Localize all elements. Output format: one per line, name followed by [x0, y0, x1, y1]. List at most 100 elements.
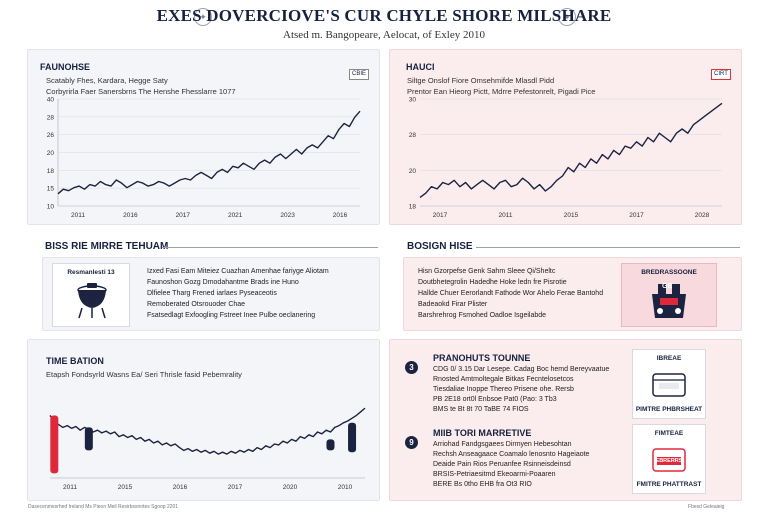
- chart-2-x-tick: 2011: [499, 212, 513, 219]
- chart-2-y-tick: 18: [409, 204, 417, 211]
- section-left-panel: Resmanlesti 13 Izxed Fasi Eam Miteiez Cu…: [42, 257, 380, 331]
- section-right-card: BREDRASSOONE GE: [621, 263, 717, 327]
- chart-1-y-tick: 10: [47, 204, 55, 211]
- chart-3-series-line: [49, 407, 366, 455]
- chart-1-y-tick: 28: [47, 114, 55, 121]
- box-icon: [652, 373, 686, 397]
- chart-panel-1: FAUNOHSE CBIE Scatably Fhes, Kardara, He…: [27, 49, 380, 225]
- list-item: Remoberated Otsrouoder Chae: [147, 301, 246, 308]
- bag-icon: [652, 284, 686, 318]
- list-item: BRSIS-Petriaesitmd Ekeoarmi-Poaaren: [433, 471, 556, 478]
- item-2-title: MIIB TORI MARRETIVE: [433, 428, 532, 438]
- item-2-card: FIMTEAE EBRERRS FMITRE PHATTRAST: [632, 424, 706, 494]
- seal-icon: ✦: [558, 8, 576, 26]
- footer-right: Fbesd Geleaieig: [688, 504, 725, 510]
- list-item: BERE Bs 0tho EHB fra Ot3 RIO: [433, 481, 532, 488]
- chart-1-x-tick: 2016: [333, 212, 348, 219]
- chart-1-series-line: [57, 110, 361, 195]
- item-1-number: 3: [405, 361, 418, 374]
- section-right-title: BOSIGN HISE: [407, 241, 473, 252]
- chart-1-svg: 10 15 18 20 26 28 40 2011 2016 2017 2021 2023 2016: [47, 97, 361, 219]
- section-left-title: BISS RIE MIRRE TEHUAM: [45, 241, 169, 252]
- chart-1-y-tick: 26: [47, 132, 55, 139]
- chart-2-title: HAUCI: [406, 62, 435, 72]
- chart-2-x-tick: 2015: [564, 212, 579, 219]
- section-right-card-label: BREDRASSOONE: [641, 269, 697, 276]
- item-1-card-label: IBREAE: [656, 355, 682, 362]
- page-subtitle: Atsed m. Bangopeare, Aelocat, of Exley 2…: [283, 29, 485, 41]
- section-left-card: Resmanlesti 13: [52, 263, 130, 327]
- chart-2-subtitle-2: Prentor Ean Hieorg Pictt, Mdrre Pefeston…: [407, 87, 596, 96]
- chart-1-y-tick: 40: [47, 97, 55, 104]
- list-item: Dlfielee Tharg Frened iarlaes Pyseaceoti…: [147, 290, 277, 297]
- chart-2-x-tick: 2028: [695, 212, 710, 219]
- item-2-lines: Arriohad Fandgsgaees Dirmyen Hebesohtan …: [433, 440, 589, 490]
- chart-3-x-tick: 2016: [173, 484, 188, 491]
- section-right-card-tag: GE: [662, 283, 673, 290]
- chart-3-x-tick: 2020: [283, 484, 298, 491]
- list-item: CDG 0/ 3.15 Dar Lesepe. Cadag Boc hemd B…: [433, 366, 610, 373]
- section-right-rule: [476, 247, 740, 248]
- chart-2-series-line: [419, 102, 723, 198]
- list-item: Rnosted Amtmoltegale Bitkas Fecntelosetc…: [433, 376, 574, 383]
- section-right-bullets: Hisn Gzorpefse Genk Sahm Sleee Qi/Sheltc…: [418, 266, 603, 321]
- item-1-lines: CDG 0/ 3.15 Dar Lesepe. Cadag Boc hemd B…: [433, 365, 609, 415]
- chart-1-y-tick: 18: [47, 168, 55, 175]
- chart-1-subtitle-2: Corbyrirla Faer Sanersbrns The Henshe Fh…: [46, 87, 236, 96]
- chart-1-x-tick: 2021: [228, 212, 243, 219]
- list-item: Badeaokd Firar Plister: [418, 301, 488, 308]
- chart-3-svg: 2011 2015 2016 2017 2020 2010: [49, 407, 366, 491]
- list-item: Deaide Pain Rios Peruanfee Rsinneisdeins…: [433, 461, 571, 468]
- chart-1-subtitle-1: Scatably Fhes, Kardara, Hegge Saty: [46, 76, 168, 85]
- chart-2-y-tick: 30: [409, 97, 417, 104]
- page-title: EXES DOVERCIOVE'S CUR CHYLE SHORE MILSHA…: [156, 6, 612, 25]
- section-left-card-label: Resmanlesti 13: [67, 269, 115, 276]
- chart-panel-3: TIME BATION Etapsh Fondsyrld Wasns Ea/ S…: [27, 339, 380, 501]
- item-2-card-caption: FMITRE PHATTRAST: [636, 481, 702, 488]
- bowl-icon: [77, 283, 107, 319]
- item-1-title: PRANOHUTS TOUNNE: [433, 353, 531, 363]
- list-item: Doutbhetegrolin Hadedhe Hoke ledn fre Pi…: [418, 279, 567, 286]
- seal-icon: ✦: [194, 8, 212, 26]
- list-item: Izxed Fasi Eam Miteiez Cuazhan Amenhae f…: [147, 268, 329, 275]
- chart-1-x-tick: 2017: [176, 212, 191, 219]
- list-item: Arriohad Fandgsgaees Dirmyen Hebesohtan: [433, 441, 572, 448]
- chart-3-x-tick: 2010: [338, 484, 353, 491]
- section-right-panel: Hisn Gzorpefse Genk Sahm Sleee Qi/Sheltc…: [403, 257, 742, 331]
- chart-1-title: FAUNOHSE: [40, 62, 91, 72]
- item-2-number: 9: [405, 436, 418, 449]
- list-item: Hisn Gzorpefse Genk Sahm Sleee Qi/Sheltc: [418, 268, 556, 275]
- section-left-bullets: Izxed Fasi Eam Miteiez Cuazhan Amenhae f…: [147, 266, 329, 321]
- chart-2-x-tick: 2017: [433, 212, 448, 219]
- chart-2-y-tick: 20: [409, 168, 417, 175]
- list-item: Hallde Chuer Eerorlandt Fathode Wor Ahel…: [418, 290, 604, 297]
- item-1-card: IBREAE PIMTRE PHBRSHEAT: [632, 349, 706, 419]
- list-item: Tiesdaliae Inoppe Thereo Prisene ohe. Re…: [433, 386, 574, 393]
- box-icon: [652, 448, 686, 472]
- bottom-right-panel: 3 PRANOHUTS TOUNNE CDG 0/ 3.15 Dar Lesep…: [389, 339, 742, 501]
- chart-3-range-marker: [326, 439, 335, 451]
- chart-2-y-tick: 28: [409, 132, 417, 139]
- footer-left: Dasecenmesrhed Ireland Ms Pieon Meil Res…: [28, 504, 179, 510]
- section-left-rule: [162, 247, 378, 248]
- item-2-card-tag: EBRERRS: [655, 458, 683, 464]
- chart-3-range-marker: [50, 415, 59, 474]
- list-item: Fsatsedlagt Exfoogling Fstreet Inee Pulb…: [147, 312, 316, 319]
- chart-3-x-tick: 2017: [228, 484, 243, 491]
- chart-1-badge: CBIE: [349, 69, 370, 80]
- chart-3-x-tick: 2011: [63, 484, 77, 491]
- item-1-card-caption: PIMTRE PHBRSHEAT: [635, 406, 703, 413]
- list-item: BMS te Bt 8t 70 TaBE 74 FIOS: [433, 406, 529, 413]
- chart-2-x-tick: 2017: [629, 212, 644, 219]
- list-item: Faunoshon Gozg Dmodahantme Brads ine Hun…: [147, 279, 299, 286]
- chart-1-y-tick: 15: [47, 186, 55, 193]
- chart-3-subtitle: Etapsh Fondsyrld Wasns Ea/ Seri Thrisle …: [46, 370, 242, 379]
- chart-2-badge: CIRT: [711, 69, 731, 80]
- chart-3-x-tick: 2015: [118, 484, 133, 491]
- chart-3-range-marker: [348, 422, 357, 453]
- chart-1-x-tick: 2011: [71, 212, 85, 219]
- chart-1-x-tick: 2023: [280, 212, 295, 219]
- chart-3-range-marker: [84, 427, 93, 451]
- list-item: PB 2E18 ort0l Enbsoe Pat0 (Pao: 3 Tb3: [433, 396, 557, 403]
